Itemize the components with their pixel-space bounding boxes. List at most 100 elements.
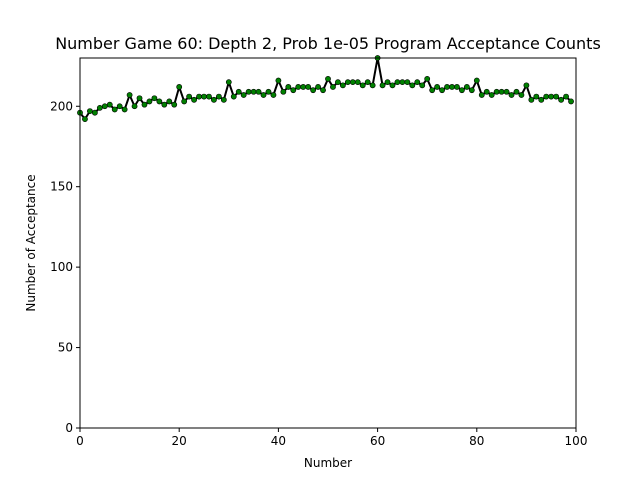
axis-ticks: 0 20 40 60 80 100 0 50 100 150 200: [50, 99, 587, 448]
data-point: [265, 88, 272, 95]
data-point: [523, 82, 530, 89]
y-tick-label: 100: [50, 260, 73, 274]
data-point: [538, 96, 545, 103]
data-point: [136, 95, 143, 102]
data-point: [255, 88, 262, 95]
data-point: [349, 79, 356, 86]
x-tick-label: 0: [76, 434, 84, 448]
data-point: [384, 79, 391, 86]
data-point: [508, 92, 515, 98]
data-point: [290, 87, 297, 94]
data-point: [211, 96, 217, 103]
data-point: [359, 82, 366, 89]
plot-area: [80, 58, 576, 428]
data-point: [394, 79, 401, 86]
data-point: [399, 79, 406, 86]
data-point: [191, 96, 197, 103]
data-point: [478, 92, 485, 98]
data-point: [320, 87, 326, 94]
x-tick-label: 60: [370, 434, 385, 448]
data-point: [409, 82, 416, 89]
data-point: [250, 88, 257, 95]
data-point: [87, 108, 93, 114]
data-point: [111, 106, 118, 113]
data-point: [315, 84, 321, 90]
data-point: [285, 84, 292, 90]
data-point: [493, 88, 500, 95]
data-point: [364, 79, 371, 86]
data-point: [91, 109, 98, 116]
data-point: [533, 93, 540, 100]
data-point: [548, 93, 555, 100]
data-point: [96, 104, 103, 111]
data-point: [245, 88, 252, 95]
data-point: [166, 98, 173, 105]
data-point: [518, 92, 525, 98]
data-point: [161, 101, 168, 108]
data-point: [543, 93, 550, 100]
data-point: [325, 76, 331, 82]
data-point: [354, 79, 361, 86]
data-point: [131, 103, 138, 110]
data-point: [82, 116, 88, 123]
data-point: [101, 103, 108, 110]
data-point: [369, 82, 376, 89]
data-point: [468, 87, 475, 94]
data-point: [414, 79, 421, 86]
data-point: [379, 82, 386, 89]
y-tick-label: 50: [58, 341, 73, 355]
data-point: [230, 93, 237, 100]
data-point: [295, 84, 302, 90]
data-point: [156, 98, 163, 105]
x-tick-label: 40: [271, 434, 286, 448]
x-tick-label: 100: [565, 434, 588, 448]
data-point: [463, 84, 470, 90]
data-point: [201, 93, 207, 100]
series-line: [79, 57, 572, 121]
data-point: [116, 103, 123, 110]
x-axis-label: Number: [304, 456, 352, 470]
data-point: [553, 93, 560, 100]
data-point: [151, 95, 158, 102]
data-point: [429, 87, 436, 94]
data-point: [339, 82, 346, 89]
data-point: [106, 101, 113, 108]
data-point: [424, 76, 431, 82]
data-point: [121, 106, 128, 113]
data-point: [483, 88, 490, 95]
data-point: [563, 93, 569, 100]
data-point: [434, 84, 441, 90]
y-tick-label: 150: [50, 180, 73, 194]
chart-title: Number Game 60: Depth 2, Prob 1e-05 Prog…: [55, 34, 601, 53]
data-point: [176, 84, 183, 90]
data-point: [186, 93, 193, 100]
data-point: [335, 79, 341, 86]
data-point: [528, 96, 535, 103]
data-point: [171, 101, 178, 108]
data-point: [260, 92, 267, 98]
data-point: [513, 88, 520, 95]
data-point: [141, 101, 148, 108]
data-point: [419, 82, 426, 89]
y-axis-label: Number of Acceptance: [24, 174, 38, 311]
data-point: [344, 79, 351, 86]
data-point: [220, 96, 227, 103]
data-point: [444, 84, 450, 90]
data-point: [310, 87, 317, 94]
data-point: [240, 92, 247, 98]
plot-frame: [79, 57, 577, 429]
data-point: [235, 88, 242, 95]
data-point: [503, 88, 510, 95]
data-point: [454, 84, 460, 90]
data-point: [330, 84, 336, 90]
data-point: [449, 84, 455, 90]
data-point: [473, 77, 480, 84]
y-tick-label: 0: [65, 421, 73, 435]
data-point: [275, 77, 282, 84]
data-point: [146, 98, 153, 105]
data-point: [558, 96, 565, 103]
data-point: [439, 87, 445, 94]
y-tick-label: 200: [50, 99, 73, 113]
x-tick-label: 80: [469, 434, 484, 448]
